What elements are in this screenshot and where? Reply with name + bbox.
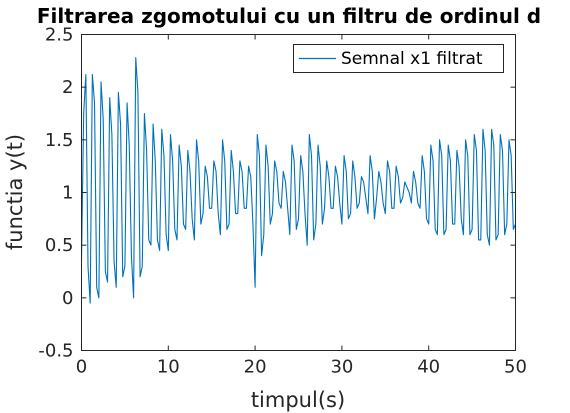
y-axis-label: functia y(t) (3, 134, 27, 250)
legend[interactable]: Semnal x1 filtrat (293, 44, 504, 73)
x-axis-label: timpul(s) (251, 388, 345, 412)
y-tick-label: 2 (62, 77, 73, 98)
x-tick-label: 50 (504, 357, 527, 378)
y-tick-label: -0.5 (38, 341, 73, 362)
y-tick-label: 1 (62, 183, 73, 204)
x-tick-label: 30 (330, 357, 353, 378)
y-axis: -0.5 0 0.5 1 1.5 2 2.5 (38, 25, 516, 362)
series-line-semnal-x1-filtrat (80, 57, 517, 304)
chart-title: Filtrarea zgomotului cu un filtru de ord… (37, 4, 541, 28)
plot-area (81, 34, 516, 351)
x-tick-label: 20 (244, 357, 267, 378)
y-tick-label: 1.5 (45, 130, 74, 151)
y-tick-label: 2.5 (45, 25, 74, 46)
legend-entry-label: Semnal x1 filtrat (341, 49, 483, 69)
x-tick-label: 0 (76, 357, 87, 378)
y-tick-label: 0.5 (45, 235, 74, 256)
x-tick-label: 10 (157, 357, 180, 378)
x-tick-label: 40 (417, 357, 440, 378)
series-layer (80, 57, 517, 304)
y-tick-label: 0 (62, 288, 73, 309)
x-axis: 0 10 20 30 40 50 (76, 34, 527, 378)
